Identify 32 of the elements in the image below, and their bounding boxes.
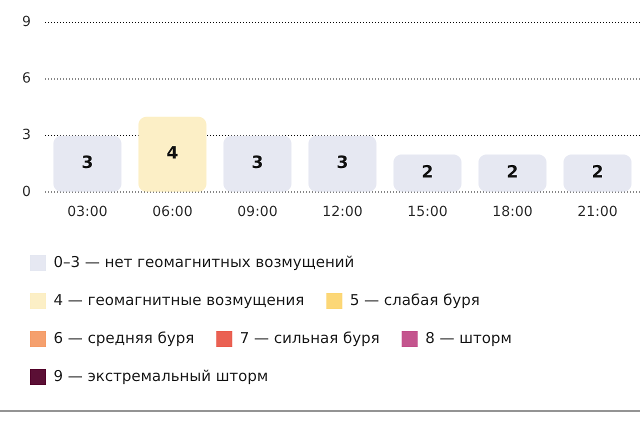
bar bbox=[563, 154, 632, 192]
legend-label: 9 — экстремальный шторм bbox=[54, 366, 268, 385]
bar bbox=[53, 136, 122, 192]
data-label: 3 bbox=[81, 153, 94, 174]
x-tick-label: 21:00 bbox=[577, 204, 618, 220]
x-tick-label: 03:00 bbox=[67, 204, 108, 220]
y-tick-label: 0 bbox=[22, 184, 31, 200]
legend-label: 5 — слабая буря bbox=[350, 290, 480, 309]
x-tick-label: 18:00 bbox=[492, 204, 533, 220]
legend-label: 7 — сильная буря bbox=[240, 328, 380, 347]
y-tick-label: 6 bbox=[22, 70, 31, 87]
bar bbox=[478, 154, 546, 192]
data-label: 4 bbox=[166, 144, 179, 164]
bar bbox=[223, 136, 292, 192]
y-tick-label: 9 bbox=[22, 14, 31, 30]
legend-label: 0–3 — нет геомагнитных возмущений bbox=[54, 252, 354, 271]
legend-label: 6 — средняя буря bbox=[54, 328, 194, 347]
legend-label: 4 — геомагнитные возмущения bbox=[54, 290, 304, 309]
bar bbox=[308, 136, 376, 192]
data-label: 3 bbox=[252, 153, 264, 174]
data-label: 3 bbox=[336, 153, 348, 174]
bar bbox=[393, 154, 462, 192]
x-tick-label: 12:00 bbox=[322, 204, 363, 220]
data-label: 2 bbox=[506, 162, 518, 183]
x-tick-label: 06:00 bbox=[152, 204, 193, 220]
legend-label: 8 — шторм bbox=[425, 328, 512, 347]
y-tick-label: 3 bbox=[22, 127, 31, 144]
data-label: 2 bbox=[592, 162, 604, 183]
data-label: 2 bbox=[422, 162, 434, 183]
bar bbox=[138, 116, 206, 192]
x-tick-label: 09:00 bbox=[237, 204, 278, 220]
x-tick-label: 15:00 bbox=[407, 204, 448, 220]
